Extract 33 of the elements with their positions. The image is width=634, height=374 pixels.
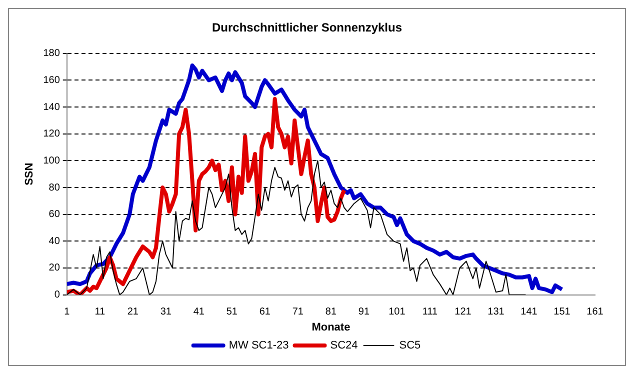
y-tick-label: 180	[43, 48, 60, 60]
x-tick-label: 151	[554, 306, 571, 318]
y-tick-label: 20	[48, 262, 60, 274]
x-tick-label: 141	[520, 306, 538, 318]
legend-label: SC5	[399, 340, 421, 352]
x-tick-label: 1	[64, 306, 70, 318]
y-tick-label: 120	[43, 128, 60, 140]
legend-label: MW SC1-23	[228, 340, 289, 352]
y-tick-label: 160	[43, 74, 60, 86]
y-tick-label: 100	[43, 155, 60, 166]
y-tick-label: 140	[43, 102, 60, 113]
x-tick-label: 21	[127, 306, 139, 318]
x-tick-label: 81	[325, 306, 337, 318]
x-tick-label: 131	[488, 306, 505, 318]
x-tick-label: 101	[388, 306, 406, 318]
y-axis-title: SSN	[24, 162, 36, 186]
y-tick-label: 80	[48, 182, 60, 194]
chart-title: Durchschnittlicher Sonnenzyklus	[212, 20, 402, 35]
x-tick-label: 71	[292, 306, 304, 318]
x-axis-title: Monate	[312, 321, 350, 334]
x-tick-label: 41	[193, 306, 205, 318]
y-tick-label: 60	[48, 209, 60, 220]
x-tick-label: 121	[454, 306, 472, 318]
x-tick-label: 91	[358, 306, 370, 318]
y-tick-label: 40	[48, 236, 60, 247]
x-tick-label: 11	[94, 306, 106, 318]
x-tick-label: 61	[259, 306, 271, 318]
legend-label: SC24	[330, 340, 358, 352]
y-tick-label: 0	[54, 290, 60, 301]
x-tick-label: 51	[226, 306, 238, 318]
x-tick-label: 161	[586, 306, 604, 318]
x-tick-label: 31	[160, 306, 172, 318]
x-tick-label: 111	[422, 306, 438, 318]
